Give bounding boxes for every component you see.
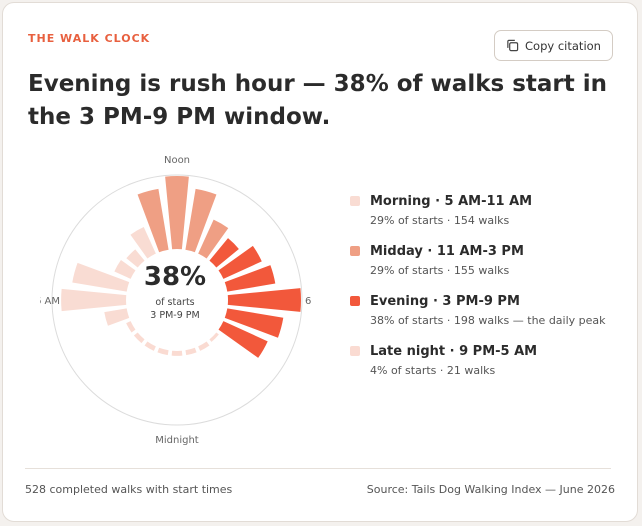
copy-citation-label: Copy citation	[525, 38, 601, 53]
legend: Morning · 5 AM-11 AM 29% of starts · 154…	[350, 193, 620, 393]
legend-swatch	[350, 196, 360, 206]
clock-bar-hour-2	[144, 341, 156, 351]
clock-axis-label: Noon	[164, 155, 190, 166]
copy-citation-button[interactable]: Copy citation	[494, 30, 613, 61]
clock-outer-ring	[51, 174, 303, 426]
legend-title: Morning · 5 AM-11 AM	[370, 194, 533, 209]
clock-bar-hour-15	[209, 238, 239, 268]
legend-item-morning: Morning · 5 AM-11 AM 29% of starts · 154…	[350, 193, 620, 231]
clock-bar-hour-3	[133, 332, 145, 344]
clock-bar-hour-14	[198, 219, 229, 259]
legend-desc: 4% of starts · 21 walks	[370, 364, 496, 377]
clock-bar-hour-5	[104, 308, 130, 326]
legend-desc: 29% of starts · 155 walks	[370, 264, 510, 277]
clock-bar-hour-7	[72, 262, 130, 292]
center-caption: of starts 3 PM-9 PM	[115, 296, 235, 322]
clock-bar-hour-22	[198, 341, 210, 351]
walk-clock-card: THE WALK CLOCK Copy citation Evening is …	[2, 2, 638, 522]
clock-axis-label: Midnight	[155, 435, 199, 446]
footer-divider	[25, 468, 611, 469]
center-caption-line1: of starts	[155, 297, 195, 308]
clock-bar-hour-11	[137, 188, 169, 253]
legend-swatch	[350, 346, 360, 356]
clock-bar-hour-18	[227, 288, 301, 312]
legend-item-late-night: Late night · 9 PM-5 AM 4% of starts · 21…	[350, 343, 620, 381]
clock-bar-hour-6	[61, 288, 127, 312]
clock-bar-hour-9	[126, 249, 145, 268]
clock-axis-label: 6 PM	[305, 296, 315, 307]
clock-bar-hour-0	[171, 350, 183, 356]
clock-bar-hour-1	[157, 347, 169, 356]
clock-bar-hour-13	[185, 188, 217, 253]
footer-source: Source: Tails Dog Walking Index — June 2…	[366, 483, 615, 496]
clock-bar-hour-23	[185, 347, 197, 356]
clock-bar-hour-4	[126, 321, 136, 333]
eyebrow-label: THE WALK CLOCK	[28, 32, 151, 45]
clock-bar-hour-17	[224, 265, 276, 292]
center-percent: 38%	[143, 262, 207, 292]
copy-icon	[507, 39, 519, 52]
clock-bar-hour-19	[224, 308, 284, 338]
headline: Evening is rush hour — 38% of walks star…	[28, 71, 608, 130]
clock-bar-hour-16	[218, 245, 262, 279]
legend-title: Evening · 3 PM-9 PM	[370, 294, 520, 309]
clock-bar-hour-20	[218, 321, 268, 358]
footer-count: 528 completed walks with start times	[25, 483, 233, 496]
legend-desc: 38% of starts · 198 walks — the daily pe…	[370, 314, 606, 327]
clock-bar-hour-21	[209, 332, 219, 342]
legend-item-evening: Evening · 3 PM-9 PM 38% of starts · 198 …	[350, 293, 620, 331]
walk-clock-chart: Noon 6 PM Midnight 6 AM	[40, 155, 315, 446]
clock-bar-hour-10	[130, 227, 156, 259]
legend-title: Late night · 9 PM-5 AM	[370, 344, 538, 359]
center-caption-line2: 3 PM-9 PM	[150, 310, 200, 321]
legend-title: Midday · 11 AM-3 PM	[370, 244, 524, 259]
legend-item-midday: Midday · 11 AM-3 PM 29% of starts · 155 …	[350, 243, 620, 281]
clock-axis-label: 6 AM	[40, 296, 60, 307]
clock-bar-hour-8	[114, 260, 136, 279]
legend-swatch	[350, 246, 360, 256]
clock-bar-hour-12	[165, 176, 189, 250]
legend-swatch	[350, 296, 360, 306]
legend-desc: 29% of starts · 154 walks	[370, 214, 510, 227]
